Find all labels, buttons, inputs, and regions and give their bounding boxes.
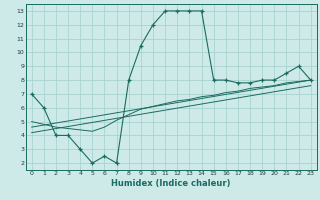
- X-axis label: Humidex (Indice chaleur): Humidex (Indice chaleur): [111, 179, 231, 188]
